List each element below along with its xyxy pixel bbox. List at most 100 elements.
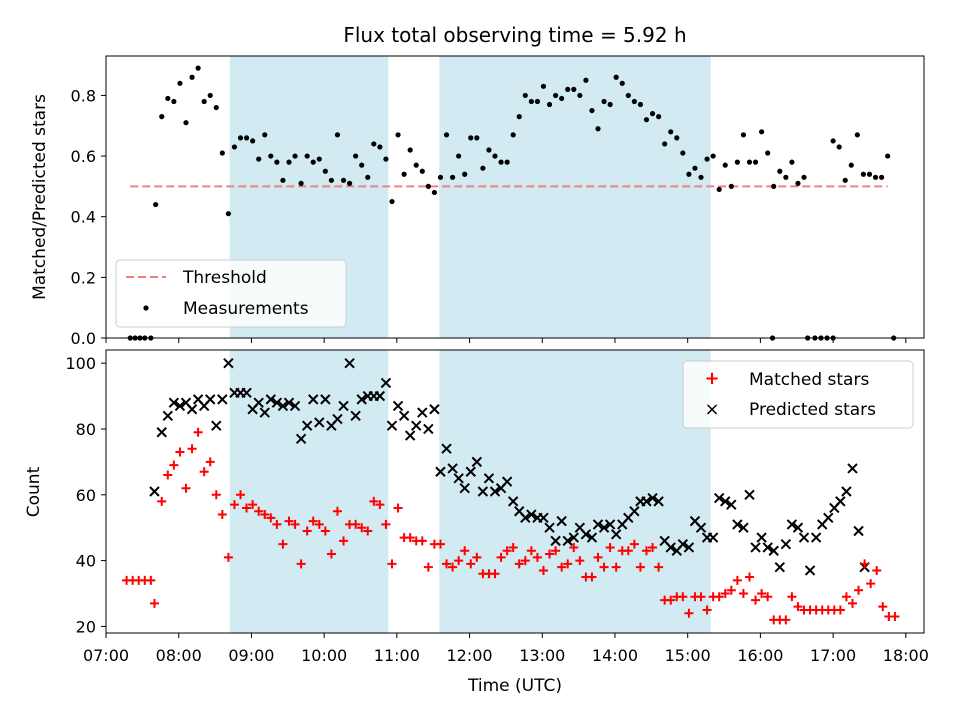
predicted-star-marker <box>411 420 422 431</box>
predicted-star-marker <box>277 400 289 412</box>
matched-star-marker <box>757 589 767 599</box>
top-y-tick-label: 0.8 <box>71 86 96 105</box>
matched-star-marker <box>357 523 367 533</box>
measurement-point <box>540 83 547 89</box>
measurement-point <box>686 171 692 177</box>
measurement-point <box>674 135 680 141</box>
predicted-star-marker <box>283 397 295 408</box>
matched-star-marker <box>175 447 185 457</box>
matched-star-marker <box>423 562 433 572</box>
matched-star-marker <box>563 559 573 569</box>
predicted-star-marker <box>683 542 695 553</box>
predicted-star-marker <box>259 407 270 418</box>
matched-star-marker <box>302 526 312 536</box>
measurement-point <box>783 174 789 180</box>
measurement-point <box>401 171 407 177</box>
matched-star-marker <box>793 602 803 612</box>
measurement-point <box>601 98 607 105</box>
measurement-point <box>468 135 474 141</box>
predicted-star-marker <box>507 496 519 507</box>
top-y-tick-label: 0.4 <box>71 208 96 227</box>
matched-star-marker <box>272 519 282 529</box>
predicted-star-marker <box>780 538 792 550</box>
predicted-star-marker <box>720 496 731 507</box>
matched-star-marker <box>744 572 754 582</box>
measurement-point <box>680 150 686 156</box>
matched-star-marker <box>157 496 167 506</box>
measurement-point <box>534 98 541 105</box>
matched-star-marker <box>351 519 361 529</box>
measurement-point <box>789 159 795 165</box>
predicted-star-marker <box>804 565 816 576</box>
predicted-star-marker <box>211 420 222 431</box>
predicted-star-marker <box>356 394 367 405</box>
measurement-point <box>165 95 171 102</box>
matched-star-marker <box>569 542 579 552</box>
predicted-star-marker <box>853 525 864 537</box>
matched-star-marker <box>860 559 870 569</box>
predicted-star-marker <box>265 394 277 405</box>
measurement-point <box>860 171 867 177</box>
matched-star-marker <box>635 562 645 572</box>
measurement-point <box>353 153 359 159</box>
measurement-point <box>474 135 480 141</box>
measurement-point <box>328 177 335 183</box>
bottom-shaded-intervals <box>229 350 711 633</box>
matched-star-marker <box>611 562 621 572</box>
predicted-star-marker <box>598 522 610 533</box>
predicted-star-marker <box>271 397 283 408</box>
measurement-point <box>516 114 522 120</box>
predicted-star-marker <box>314 417 325 428</box>
measurement-point <box>842 177 848 183</box>
measurement-point <box>449 174 456 180</box>
matched-star-marker <box>393 503 403 513</box>
predicted-star-marker <box>610 529 622 540</box>
measurement-point <box>201 98 207 105</box>
matched-star-marker <box>169 460 179 470</box>
measurement-point <box>231 144 238 150</box>
measurement-point <box>848 162 854 168</box>
bottom-y-tick-label: 100 <box>65 354 96 373</box>
predicted-star-marker <box>423 423 434 435</box>
measurement-point <box>577 92 583 99</box>
matched-star-marker <box>454 556 464 566</box>
measurement-point <box>583 77 589 83</box>
predicted-star-marker <box>538 512 549 524</box>
matched-star-marker <box>435 539 445 549</box>
matched-star-marker <box>866 579 876 589</box>
predicted-star-marker <box>568 532 579 543</box>
matched-star-marker <box>320 526 330 536</box>
predicted-star-marker <box>707 532 719 543</box>
matched-star-marker <box>763 592 773 602</box>
bottom-y-tick-label: 40 <box>76 552 96 571</box>
bottom-series <box>122 357 900 625</box>
predicted-star-marker <box>205 394 216 405</box>
predicted-star-marker <box>798 532 810 543</box>
matched-star-marker <box>848 598 858 608</box>
measurement-point <box>359 162 365 168</box>
matched-star-marker <box>217 510 227 520</box>
measurement-point <box>552 92 559 99</box>
measurement-point <box>836 144 842 150</box>
measurement-point <box>498 159 504 165</box>
measurement-point <box>752 159 759 165</box>
top-y-axis-label: Matched/Predicted stars <box>30 94 50 300</box>
top-legend-box <box>115 259 347 328</box>
matched-star-marker <box>751 595 761 605</box>
measurement-point <box>795 180 801 186</box>
measurement-point <box>407 147 413 153</box>
predicted-star-marker <box>320 394 331 405</box>
matched-star-marker <box>538 565 548 575</box>
matched-star-marker <box>296 559 306 569</box>
predicted-legend-label: Predicted stars <box>749 400 876 420</box>
top-panel: 0.00.20.40.60.8 Matched/Predicted stars … <box>30 55 925 348</box>
predicted-star-marker <box>149 486 160 497</box>
measurement-point <box>171 98 177 105</box>
predicted-star-marker <box>586 532 598 543</box>
predicted-star-marker <box>592 519 604 530</box>
measurement-point <box>613 74 619 80</box>
predicted-star-marker <box>841 486 852 497</box>
predicted-star-marker <box>374 390 386 402</box>
measurement-point <box>522 92 528 99</box>
